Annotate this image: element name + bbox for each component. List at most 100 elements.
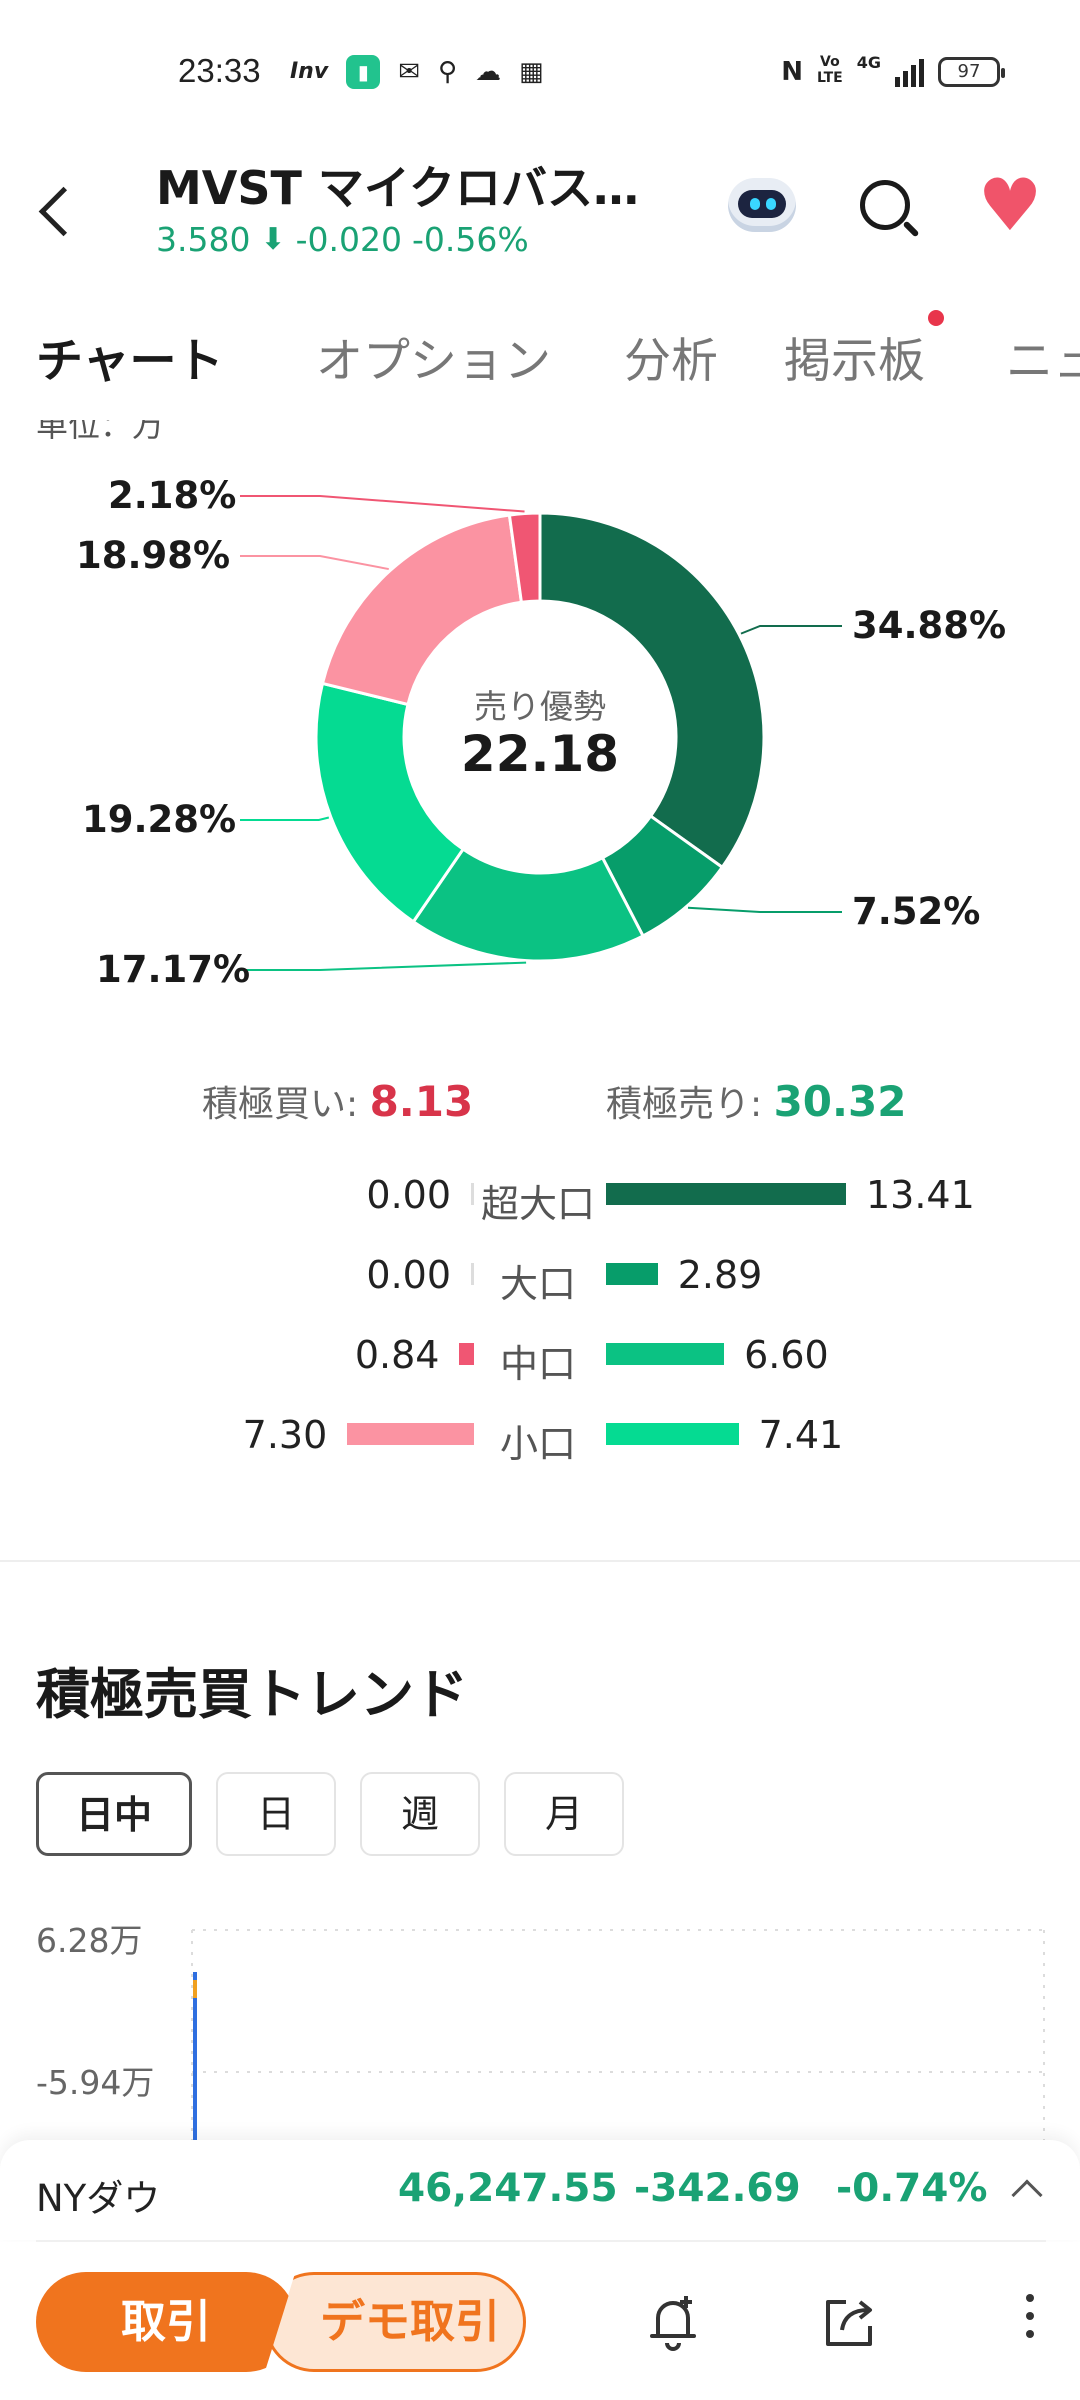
period-day[interactable]: 日 [216, 1772, 336, 1856]
main-tabs: チャート オプション 分析 掲示板 ニュ [0, 300, 1080, 410]
slice-label-medium-sell: 17.17% [96, 948, 251, 991]
index-change: -342.69 [634, 2166, 801, 2211]
leader-line [240, 555, 389, 571]
period-week[interactable]: 週 [360, 1772, 480, 1856]
index-change-pct: -0.74% [836, 2166, 988, 2211]
active-sell-summary: 積極売り: 30.32 [606, 1075, 906, 1127]
active-buy-summary: 積極買い: 8.13 [202, 1075, 473, 1127]
unit-label: 単位：万 [36, 406, 165, 444]
flow-row-large: 0.00 大口 2.89 [0, 1245, 1080, 1306]
leader-line [240, 495, 525, 513]
flow-buy-value: 0.00 [366, 1253, 451, 1297]
y-axis-mid-label: -5.94万 [36, 2063, 155, 2102]
flow-buy-bar [471, 1183, 474, 1205]
share-icon[interactable] [814, 2288, 884, 2358]
slice-small-sell [314, 681, 466, 924]
flow-buy-value: 7.30 [242, 1413, 328, 1457]
tab-board[interactable]: 掲示板 [784, 334, 925, 389]
flow-buy-bar [347, 1423, 474, 1445]
period-month[interactable]: 月 [504, 1772, 624, 1856]
inv-icon: Inv [290, 59, 329, 84]
index-ticker-bar[interactable]: NYダウ 46,247.55 -342.69 -0.74% [0, 2140, 1080, 2242]
flow-row-super-large: 0.00 超大口 13.41 [0, 1165, 1080, 1226]
section-divider [0, 1560, 1080, 1562]
donut-chart [240, 495, 842, 971]
slice-label-small-sell: 19.28% [82, 798, 237, 841]
location-icon: ⚲ [438, 57, 458, 87]
status-time: 23:33 [178, 52, 261, 89]
slice-medium-buy [507, 511, 542, 604]
trend-title: 積極売買トレンド [36, 1663, 468, 1726]
more-vertical-icon[interactable] [1010, 2288, 1050, 2358]
stock-change: -0.020 [295, 220, 403, 259]
battery-saver-icon: ▮ [346, 55, 381, 89]
leader-line [687, 906, 842, 913]
flow-buy-bar [459, 1343, 474, 1365]
flow-label: 大口 [499, 1262, 576, 1306]
tab-chart[interactable]: チャート [36, 334, 224, 389]
signal-icon [895, 57, 924, 87]
flow-label: 超大口 [480, 1182, 595, 1226]
cloud-icon: ☁ [475, 57, 502, 87]
volte-icon: Vo LTE [817, 54, 843, 86]
chevron-up-icon[interactable] [1011, 2179, 1043, 2211]
flow-row-medium: 0.84 中口 6.60 [0, 1325, 1080, 1386]
slice-label-super-large-sell: 34.88% [852, 604, 1007, 647]
status-icons-left: Inv ▮ ✉ ⚲ ☁ ▦ [290, 54, 544, 90]
search-icon[interactable] [854, 174, 924, 244]
flow-sell-bar [606, 1343, 725, 1365]
active-sell-value: 30.32 [773, 1077, 907, 1126]
period-intraday[interactable]: 日中 [36, 1772, 192, 1856]
donut-center-value: 22.18 [460, 725, 620, 783]
demo-trade-button[interactable]: デモ取引 [264, 2272, 526, 2372]
active-buy-label: 積極買い: [202, 1084, 370, 1125]
notification-dot [928, 310, 944, 326]
active-sell-label: 積極売り: [606, 1084, 774, 1125]
slice-label-large-sell: 7.52% [852, 890, 981, 933]
stock-header: MVST マイクロバス… 3.580 ⬇ -0.020 -0.56% ♥ [0, 140, 1080, 280]
money-flow-donut: 売り優勢 22.18 34.88% 7.52% 17.17% 19.28% 18… [0, 440, 1080, 1020]
active-buy-value: 8.13 [369, 1077, 474, 1126]
flow-sell-value: 13.41 [866, 1173, 975, 1217]
trend-chart-plot [191, 1929, 1045, 2140]
flow-sell-bar [606, 1183, 846, 1205]
arrow-down-icon: ⬇ [260, 222, 286, 257]
flow-sell-value: 7.41 [758, 1413, 844, 1457]
mail-icon: ✉ [398, 57, 420, 87]
trend-chart: 6.28万 -5.94万 [0, 1890, 1080, 2140]
stock-price: 3.580 [156, 220, 251, 259]
flow-buy-value: 0.00 [366, 1173, 451, 1217]
tab-analysis[interactable]: 分析 [624, 334, 718, 389]
bottom-action-bar: デモ取引 取引 [0, 2242, 1080, 2400]
flow-label: 中口 [499, 1342, 576, 1386]
index-name: NYダウ [36, 2177, 161, 2220]
status-icons-right: Ν Vo LTE 4G 97 [781, 53, 1005, 90]
y-axis-top-label: 6.28万 [36, 1921, 143, 1960]
flow-label: 小口 [499, 1422, 576, 1466]
leader-line [740, 625, 842, 635]
tab-options[interactable]: オプション [316, 334, 551, 389]
index-value: 46,247.55 [398, 2166, 618, 2211]
tab-news[interactable]: ニュ [1006, 334, 1080, 389]
flow-sell-bar [606, 1263, 658, 1285]
flow-breakdown: 0.00 超大口 13.41 0.00 大口 2.89 0.84 中口 6.60… [0, 1165, 1080, 1495]
heart-icon[interactable]: ♥ [977, 163, 1043, 247]
bell-plus-icon[interactable] [638, 2288, 708, 2358]
stock-title: MVST マイクロバス… [156, 161, 639, 215]
status-bar: 23:33 Inv ▮ ✉ ⚲ ☁ ▦ Ν Vo LTE 4G 97 [0, 0, 1080, 140]
battery-icon: 97 [938, 57, 1005, 87]
stock-quote: 3.580 ⬇ -0.020 -0.56% [156, 220, 529, 259]
flow-sell-value: 2.89 [677, 1253, 763, 1297]
back-button[interactable] [30, 170, 90, 250]
flow-buy-value: 0.84 [354, 1333, 440, 1377]
flow-buy-bar [471, 1263, 474, 1285]
index-separator [36, 2240, 1046, 2242]
calendar-icon: ▦ [519, 57, 544, 87]
slice-small-buy [320, 513, 524, 707]
robot-assistant-icon[interactable] [722, 168, 802, 244]
slice-super-large-sell [538, 511, 766, 870]
trade-button[interactable]: 取引 [36, 2272, 296, 2372]
stock-change-pct: -0.56% [412, 220, 529, 259]
network-type: 4G [856, 53, 881, 72]
leader-line [240, 816, 330, 821]
